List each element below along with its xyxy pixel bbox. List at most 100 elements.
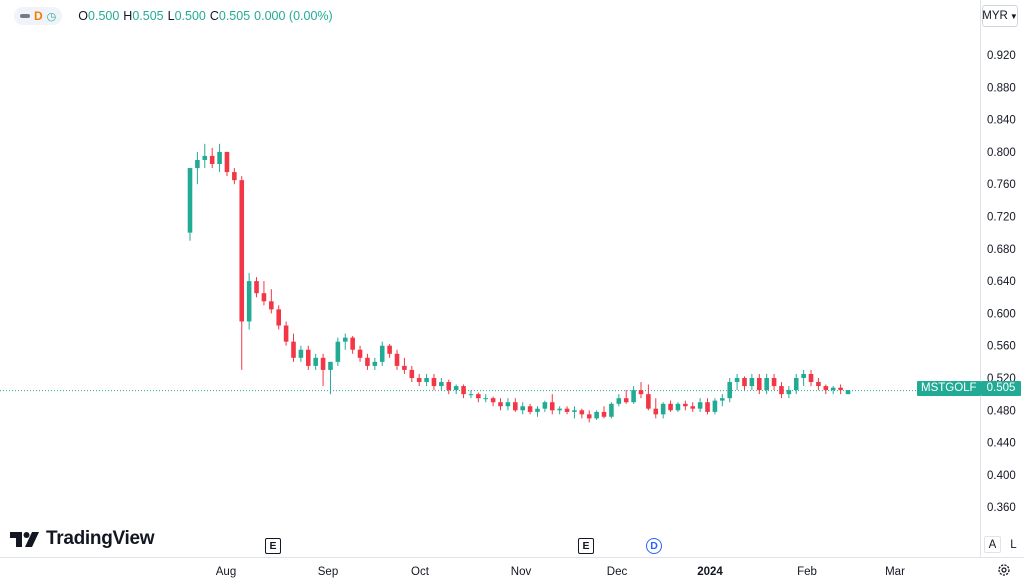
candle — [683, 400, 688, 411]
candle-body — [675, 403, 681, 411]
candle-body — [749, 378, 755, 387]
candle — [498, 398, 503, 411]
candle — [586, 410, 592, 423]
candle-body — [357, 349, 363, 358]
candle — [513, 398, 518, 412]
candle-body — [306, 349, 311, 366]
candle-body — [764, 378, 769, 391]
candle-body — [527, 406, 533, 412]
candle — [416, 373, 422, 387]
price-tick-label: 0.440 — [987, 438, 1016, 450]
candle-body — [653, 408, 659, 415]
candle — [779, 382, 784, 399]
dividend-event-marker[interactable]: D — [646, 538, 662, 554]
candle-body — [283, 325, 289, 342]
candle — [387, 344, 392, 358]
earnings-event-marker[interactable]: E — [265, 538, 281, 554]
candle — [276, 305, 282, 330]
earnings-event-marker[interactable]: E — [578, 538, 594, 554]
candle — [697, 398, 703, 412]
candle — [579, 408, 585, 419]
price-tick-label: 0.760 — [987, 179, 1016, 191]
time-tick-label: 2024 — [697, 566, 723, 578]
candle — [439, 378, 444, 391]
last-price-tag: 0.505 — [981, 381, 1021, 396]
clock-icon: ◷ — [46, 10, 57, 23]
time-tick-label: Feb — [797, 566, 817, 578]
candle-body — [520, 406, 525, 411]
candle-body — [254, 281, 259, 294]
candle — [756, 373, 762, 395]
candle — [793, 373, 799, 395]
auto-scale-button[interactable]: A — [984, 536, 1001, 553]
candle-body — [631, 390, 636, 403]
candle — [705, 398, 710, 415]
open-label: O — [78, 9, 89, 23]
candle — [209, 147, 215, 169]
candle — [527, 403, 533, 415]
chevron-down-icon: ▼ — [1009, 11, 1018, 21]
candle — [261, 281, 267, 306]
time-axis[interactable]: Aug Sep Oct Nov Dec 2024 Feb Mar — [216, 566, 905, 578]
candle-body — [616, 398, 622, 404]
logo-text: TradingView — [46, 528, 155, 549]
interval-pill[interactable]: D ◷ — [14, 7, 63, 25]
candle — [646, 384, 651, 411]
candle — [246, 273, 252, 330]
currency-selector[interactable]: MYR ▼ — [982, 5, 1018, 27]
candle-body — [313, 357, 318, 366]
candle-body — [594, 411, 599, 419]
candle — [520, 402, 525, 415]
candle-body — [549, 402, 555, 411]
candle-body — [756, 378, 762, 391]
candle — [298, 345, 304, 362]
close-label: C — [209, 9, 219, 23]
log-scale-button[interactable]: L — [1010, 538, 1017, 551]
candle-body — [697, 402, 703, 409]
candle-body — [261, 293, 267, 302]
candle-body — [505, 402, 511, 407]
candle — [808, 369, 814, 387]
candle-body — [320, 357, 326, 370]
candle-body — [845, 390, 851, 395]
candle-body — [823, 386, 829, 391]
candle-body — [446, 382, 452, 391]
candle-body — [202, 155, 208, 160]
candle — [845, 390, 851, 395]
high-label: H — [123, 9, 133, 23]
candle-body — [601, 411, 607, 417]
ohlc-legend: D ◷ O 0.500 H 0.505 L 0.500 C 0.505 0.000 (0… — [14, 6, 333, 26]
candle-body — [291, 341, 296, 358]
candle-body — [690, 406, 696, 409]
candle — [564, 406, 570, 415]
candle-body — [638, 390, 644, 395]
candle — [402, 357, 407, 374]
candle — [224, 151, 230, 177]
candle-body — [476, 394, 481, 399]
candle-body — [409, 369, 415, 378]
candle — [453, 384, 459, 395]
candle-body — [402, 365, 407, 370]
candle — [542, 400, 548, 412]
settings-button[interactable] — [994, 560, 1014, 580]
candle — [291, 333, 296, 362]
candle — [320, 353, 326, 387]
candle-body — [298, 349, 304, 358]
tradingview-logo[interactable]: TradingView — [10, 527, 155, 551]
candle-body — [461, 386, 466, 395]
candle — [446, 379, 452, 395]
candle-body — [387, 345, 392, 354]
candle — [594, 410, 599, 420]
price-tick-label: 0.880 — [987, 82, 1016, 94]
candle — [342, 333, 348, 350]
currency-label: MYR — [982, 10, 1008, 22]
candle-body — [808, 373, 814, 383]
candle — [476, 392, 481, 403]
candle-body — [668, 403, 673, 411]
time-tick-label: Sep — [318, 566, 338, 578]
price-axis[interactable]: 0.920 0.880 0.840 0.800 0.760 0.720 0.680 0.640… — [987, 50, 1016, 514]
candle — [269, 289, 274, 314]
candle-body — [572, 410, 577, 412]
candle-body — [793, 378, 799, 391]
